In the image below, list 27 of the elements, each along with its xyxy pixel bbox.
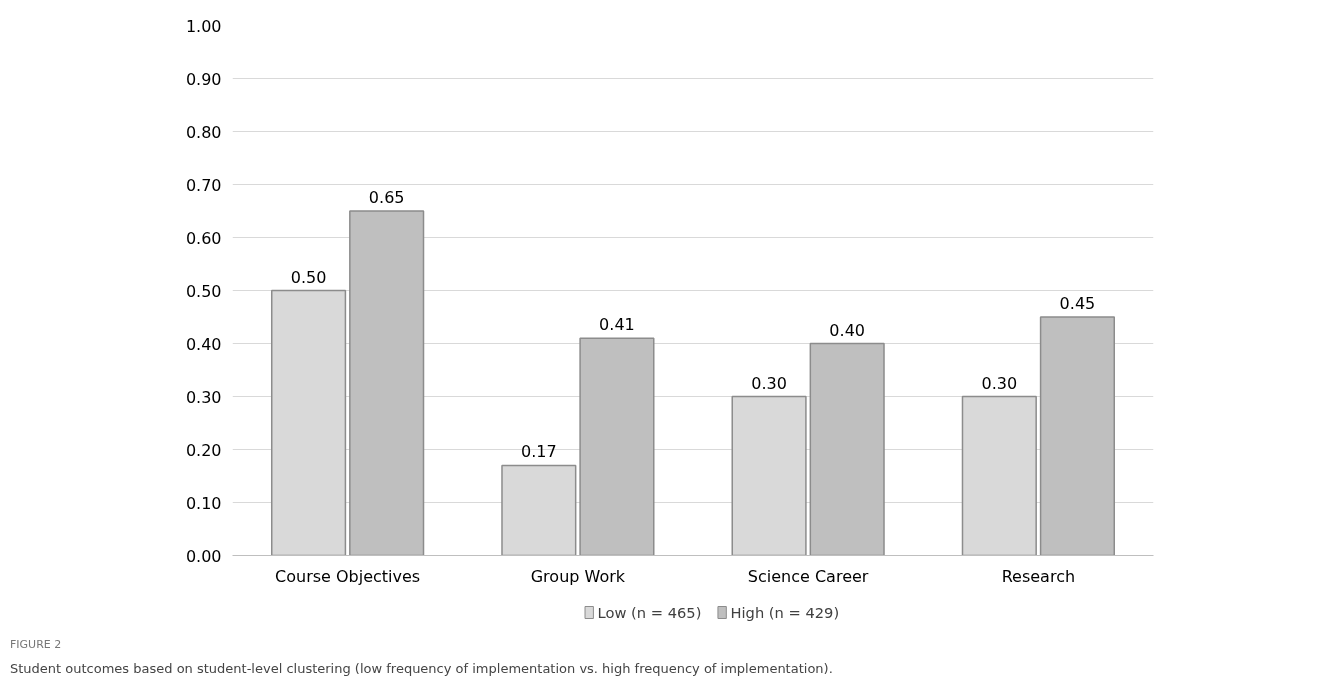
data-label: 0.65 bbox=[368, 188, 405, 207]
x-tick-label: Research bbox=[1001, 566, 1076, 586]
y-tick-label: 0.20 bbox=[185, 440, 222, 460]
y-tick-label: 0.10 bbox=[185, 493, 222, 513]
y-tick-label: 1.00 bbox=[185, 16, 222, 36]
data-label: 0.30 bbox=[751, 373, 787, 393]
caption: FIGURE 2 bbox=[10, 637, 62, 653]
y-tick-label: 0.40 bbox=[185, 334, 222, 354]
legend-label: Low (n = 465) bbox=[597, 604, 702, 621]
data-label: 0.30 bbox=[981, 373, 1018, 393]
data-label: 0.41 bbox=[599, 315, 635, 335]
y-tick-label: 0.90 bbox=[185, 69, 222, 89]
x-tick-label: Course Objectives bbox=[275, 566, 421, 586]
data-label: 0.50 bbox=[290, 267, 327, 287]
y-tick-label: 0.50 bbox=[185, 281, 222, 301]
legend-label: High (n = 429) bbox=[730, 604, 840, 621]
y-tick-label: 0.60 bbox=[185, 228, 222, 248]
y-tick-label: 0.30 bbox=[185, 387, 222, 407]
x-tick-label: Science Career bbox=[747, 566, 869, 586]
x-tick-label: Group Work bbox=[530, 566, 626, 586]
data-label: 0.40 bbox=[829, 320, 865, 340]
data-label: 0.17 bbox=[521, 442, 557, 462]
y-tick-label: 0.80 bbox=[185, 122, 222, 142]
y-tick-label: 0.70 bbox=[185, 175, 222, 195]
text: Student outcomes based on student-level clustering (low frequency of implementation vs. high frequency of implementation). bbox=[10, 659, 833, 678]
y-tick-label: 0.00 bbox=[185, 546, 222, 566]
data-label: 0.45 bbox=[1059, 294, 1096, 313]
